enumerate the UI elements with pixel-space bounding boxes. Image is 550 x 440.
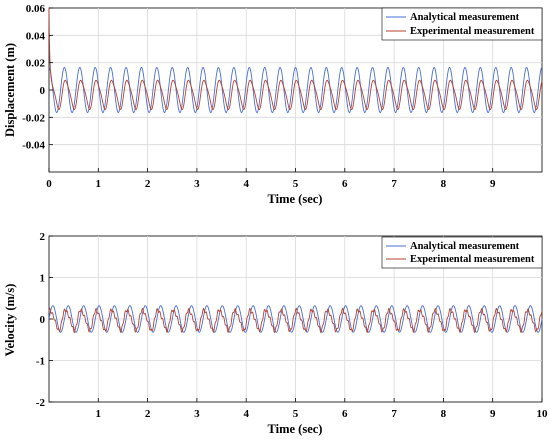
x-tick-label: 2 bbox=[145, 408, 151, 420]
analytical-series-line bbox=[48, 305, 543, 333]
y-tick-label: 1 bbox=[40, 273, 46, 285]
x-tick-label: 7 bbox=[391, 408, 397, 420]
x-tick-label: 4 bbox=[243, 178, 249, 190]
y-axis-label: Displacement (m) bbox=[3, 43, 17, 137]
y-tick-label: 0 bbox=[40, 85, 46, 97]
x-tick-label: 9 bbox=[490, 178, 496, 190]
y-tick-label: 2 bbox=[40, 231, 46, 243]
legend-label-analytical: Analytical measurement bbox=[410, 12, 520, 23]
x-tick-label: 6 bbox=[342, 408, 348, 420]
y-tick-label: -2 bbox=[36, 397, 46, 409]
displacement-chart: 0 1 2 3 4 5 6 7 8 9 -0.04 -0.02 0 0.02 0.04 0.06 Time … bbox=[3, 3, 543, 206]
x-tick-label: 5 bbox=[293, 408, 299, 420]
x-tick-label: 1 bbox=[96, 408, 102, 420]
x-tick-label: 3 bbox=[194, 178, 200, 190]
experimental-series-line bbox=[48, 307, 543, 334]
analytical-series-line bbox=[48, 66, 543, 114]
legend-label-experimental: Experimental measurement bbox=[410, 254, 535, 265]
x-tick-label: 10 bbox=[537, 408, 549, 420]
legend-box bbox=[381, 7, 543, 41]
x-tick-label: 3 bbox=[194, 408, 200, 420]
y-tick-label: 0 bbox=[40, 314, 46, 326]
x-tick-label: 0 bbox=[46, 178, 52, 190]
experimental-series-line bbox=[48, 7, 543, 111]
y-tick-label: 0.02 bbox=[26, 58, 46, 70]
legend-box bbox=[381, 236, 543, 269]
x-tick-label: 1 bbox=[96, 178, 102, 190]
x-tick-label: 9 bbox=[490, 408, 496, 420]
legend-label-experimental: Experimental measurement bbox=[410, 26, 535, 37]
x-tick-label: 5 bbox=[293, 178, 299, 190]
velocity-chart: 1 2 3 4 5 6 7 8 9 10 -2 -1 0 1 2 Time (sec) Velocity … bbox=[3, 231, 548, 436]
y-tick-label: 0.06 bbox=[26, 3, 46, 15]
x-axis-label: Time (sec) bbox=[268, 422, 323, 436]
y-tick-label: -0.04 bbox=[22, 140, 45, 152]
x-tick-label: 4 bbox=[243, 408, 249, 420]
y-tick-label: -0.02 bbox=[22, 112, 45, 124]
y-tick-label: 0.04 bbox=[26, 30, 46, 42]
legend-label-analytical: Analytical measurement bbox=[410, 241, 520, 252]
legend: Analytical measurement Experimental meas… bbox=[381, 7, 543, 41]
x-tick-label: 7 bbox=[391, 178, 397, 190]
x-axis-label: Time (sec) bbox=[268, 192, 323, 206]
x-tick-label: 8 bbox=[441, 178, 447, 190]
y-axis-label: Velocity (m/s) bbox=[3, 284, 17, 357]
x-tick-label: 8 bbox=[441, 408, 447, 420]
y-tick-label: -1 bbox=[36, 356, 45, 368]
x-tick-label: 6 bbox=[342, 178, 348, 190]
x-tick-label: 2 bbox=[145, 178, 151, 190]
legend: Analytical measurement Experimental meas… bbox=[381, 236, 543, 269]
